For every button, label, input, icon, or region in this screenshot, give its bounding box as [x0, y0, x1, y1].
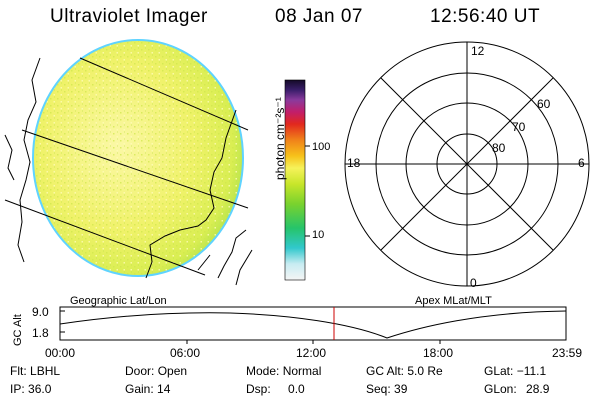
status-gain-value: 14 [157, 382, 171, 396]
status-door: Door: Open [125, 364, 188, 378]
altitude-plot [59, 306, 567, 344]
mlt-line-diag2 [380, 77, 554, 251]
altitude-axis-label: GC Alt [12, 314, 24, 346]
geo-grid [4, 57, 249, 276]
status-seq-value: 39 [394, 382, 408, 396]
lat-label-80: 80 [492, 141, 506, 155]
time-tick-0000: 00:00 [45, 346, 76, 360]
status-gc-alt: GC Alt: 5.0 Re [366, 364, 443, 378]
time-tick-1200: 12:00 [296, 346, 327, 360]
time-tick-1800: 18:00 [423, 346, 454, 360]
uv-image [4, 39, 253, 286]
status-flt-value: LBHL [30, 364, 61, 378]
status-seq: Seq: 39 [366, 382, 408, 396]
lat-label-70: 70 [512, 120, 526, 134]
status-gc-alt-value: 5.0 Re [407, 364, 443, 378]
status-glon: GLon: 28.9 [484, 382, 550, 396]
date-label: 08 Jan 07 [275, 6, 363, 27]
mlt-label-6: 6 [578, 156, 585, 170]
time-tick-2359: 23:59 [552, 346, 583, 360]
image-caption: Geographic Lat/Lon [70, 295, 167, 307]
time-tick-0600: 06:00 [170, 346, 201, 360]
mlt-label-12: 12 [471, 44, 485, 58]
status-glon-value: 28.9 [526, 382, 550, 396]
status-ip-value: 36.0 [28, 382, 52, 396]
status-gain: Gain: 14 [125, 382, 171, 396]
status-dsp-value: 0.0 [288, 382, 305, 396]
mlt-label-18: 18 [347, 156, 361, 170]
colorbar-unit-label: photon cm⁻²s⁻¹ [273, 97, 287, 180]
instrument-title: Ultraviolet Imager [50, 6, 208, 27]
coastlines [4, 57, 253, 286]
status-ip: IP: 36.0 [10, 382, 52, 396]
lat-label-60: 60 [537, 97, 551, 111]
status-flt: Flt: LBHL [10, 364, 61, 378]
colorbar-tick-10: 10 [312, 229, 325, 241]
status-dsp: Dsp: 0.0 [246, 382, 305, 396]
mlt-label-0: 0 [470, 276, 477, 290]
altitude-frame [59, 306, 567, 341]
polar-plot [344, 41, 590, 287]
status-glat-value: −11.1 [516, 364, 547, 378]
colorbar-tick-100: 100 [312, 141, 331, 153]
polar-caption: Apex MLat/MLT [415, 295, 492, 307]
colorbar [284, 79, 310, 281]
status-mode: Mode: Normal [246, 364, 322, 378]
status-mode-value: Normal [282, 364, 322, 378]
altitude-curve [59, 310, 567, 339]
altitude-tick-9: 9.0 [32, 305, 49, 319]
status-glat: GLat: −11.1 [484, 364, 547, 378]
colorbar-scale [284, 79, 306, 281]
disk-texture [34, 41, 242, 275]
time-label: 12:56:40 UT [430, 6, 541, 27]
altitude-tick-1-8: 1.8 [32, 326, 49, 340]
status-door-value: Open [157, 364, 188, 378]
